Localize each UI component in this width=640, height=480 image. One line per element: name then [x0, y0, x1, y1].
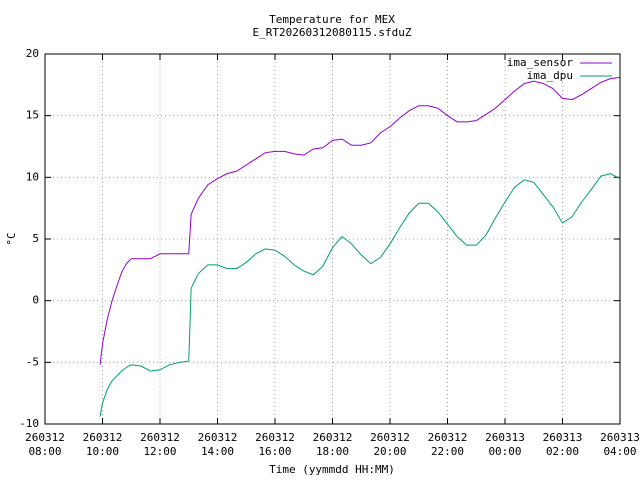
- x-tick-label: 260312 20:00: [370, 431, 410, 458]
- x-tick-label: 260312 10:00: [83, 431, 123, 458]
- legend-label: ima_dpu: [527, 69, 573, 82]
- x-tick-label: 260312 16:00: [255, 431, 295, 458]
- x-tick-label: 260312 08:00: [25, 431, 65, 458]
- chart-title: Temperature for MEX: [269, 13, 395, 26]
- x-axis-label: Time (yymmdd HH:MM): [269, 463, 395, 476]
- x-tick-label: 260312 18:00: [313, 431, 353, 458]
- y-axis-label: °C: [5, 232, 18, 245]
- y-tick-label: 15: [26, 109, 39, 122]
- x-tick-label: 260312 14:00: [198, 431, 238, 458]
- legend-label: ima_sensor: [507, 56, 574, 69]
- x-tick-label: 260312 22:00: [428, 431, 468, 458]
- y-tick-label: 5: [32, 232, 39, 245]
- x-tick-label: 260313 02:00: [543, 431, 583, 458]
- y-tick-label: 0: [32, 294, 39, 307]
- y-tick-label: 20: [26, 47, 39, 60]
- x-tick-label: 260312 12:00: [140, 431, 180, 458]
- data-line: [99, 173, 621, 417]
- y-tick-label: -10: [19, 417, 39, 430]
- chart-subtitle: E_RT20260312080115.sfduZ: [253, 26, 412, 39]
- plot-frame: [44, 53, 621, 425]
- y-tick-label: -5: [26, 355, 39, 368]
- x-tick-label: 260313 04:00: [600, 431, 640, 458]
- x-tick-label: 260313 00:00: [485, 431, 525, 458]
- y-tick-label: 10: [26, 170, 39, 183]
- data-line: [99, 76, 621, 365]
